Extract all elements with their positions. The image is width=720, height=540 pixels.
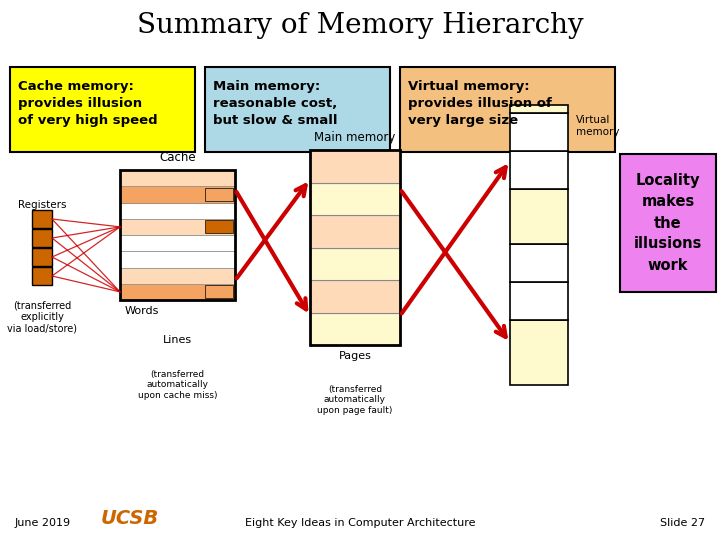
Bar [32, 248, 52, 266]
Text: Virtual
memory: Virtual memory [576, 115, 619, 137]
Text: (transferred
explicitly
via load/store): (transferred explicitly via load/store) [7, 300, 77, 333]
Bar [120, 186, 235, 202]
FancyBboxPatch shape [10, 67, 195, 152]
Bar [310, 183, 400, 215]
Bar [205, 285, 233, 299]
Bar [620, 154, 716, 292]
FancyBboxPatch shape [400, 67, 615, 152]
Bar [510, 244, 568, 282]
FancyBboxPatch shape [205, 67, 390, 152]
Bar [32, 229, 52, 247]
Text: Slide 27: Slide 27 [660, 518, 705, 528]
Bar [310, 215, 400, 247]
Bar [310, 150, 400, 183]
Text: Cache: Cache [159, 151, 196, 164]
Text: Locality
makes
the
illusions
work: Locality makes the illusions work [634, 173, 702, 273]
Bar [32, 267, 52, 285]
Text: Lines: Lines [163, 335, 192, 345]
Text: Cache memory:
provides illusion
of very high speed: Cache memory: provides illusion of very … [18, 80, 158, 127]
Bar [205, 188, 233, 201]
Bar [310, 313, 400, 345]
Text: UCSB: UCSB [101, 509, 159, 528]
Bar [510, 282, 568, 320]
Bar [510, 113, 568, 151]
Text: Virtual memory:
provides illusion of
very large size: Virtual memory: provides illusion of ver… [408, 80, 552, 127]
Text: Summary of Memory Hierarchy: Summary of Memory Hierarchy [137, 12, 583, 39]
Bar [120, 267, 235, 284]
Bar [310, 150, 400, 345]
Bar [310, 280, 400, 313]
Bar [120, 284, 235, 300]
Text: June 2019: June 2019 [15, 518, 71, 528]
Bar [120, 170, 235, 300]
Text: Main memory: Main memory [315, 131, 396, 144]
Bar [120, 170, 235, 186]
Text: (transferred
automatically
upon cache miss): (transferred automatically upon cache mi… [138, 370, 217, 400]
Text: (transferred
automatically
upon page fault): (transferred automatically upon page fau… [318, 385, 392, 415]
Text: Words: Words [125, 306, 159, 316]
Bar [120, 219, 235, 235]
Bar [510, 320, 568, 385]
Bar [510, 189, 568, 244]
Text: Pages: Pages [338, 351, 372, 361]
Bar [120, 202, 235, 219]
Bar [510, 151, 568, 189]
Bar [32, 210, 52, 228]
Text: Registers: Registers [18, 200, 66, 210]
Bar [120, 251, 235, 267]
Text: Main memory:
reasonable cost,
but slow & small: Main memory: reasonable cost, but slow &… [213, 80, 338, 127]
Bar [310, 247, 400, 280]
Bar [205, 220, 233, 233]
Text: Eight Key Ideas in Computer Architecture: Eight Key Ideas in Computer Architecture [245, 518, 475, 528]
Bar [120, 235, 235, 251]
Bar [510, 105, 568, 113]
